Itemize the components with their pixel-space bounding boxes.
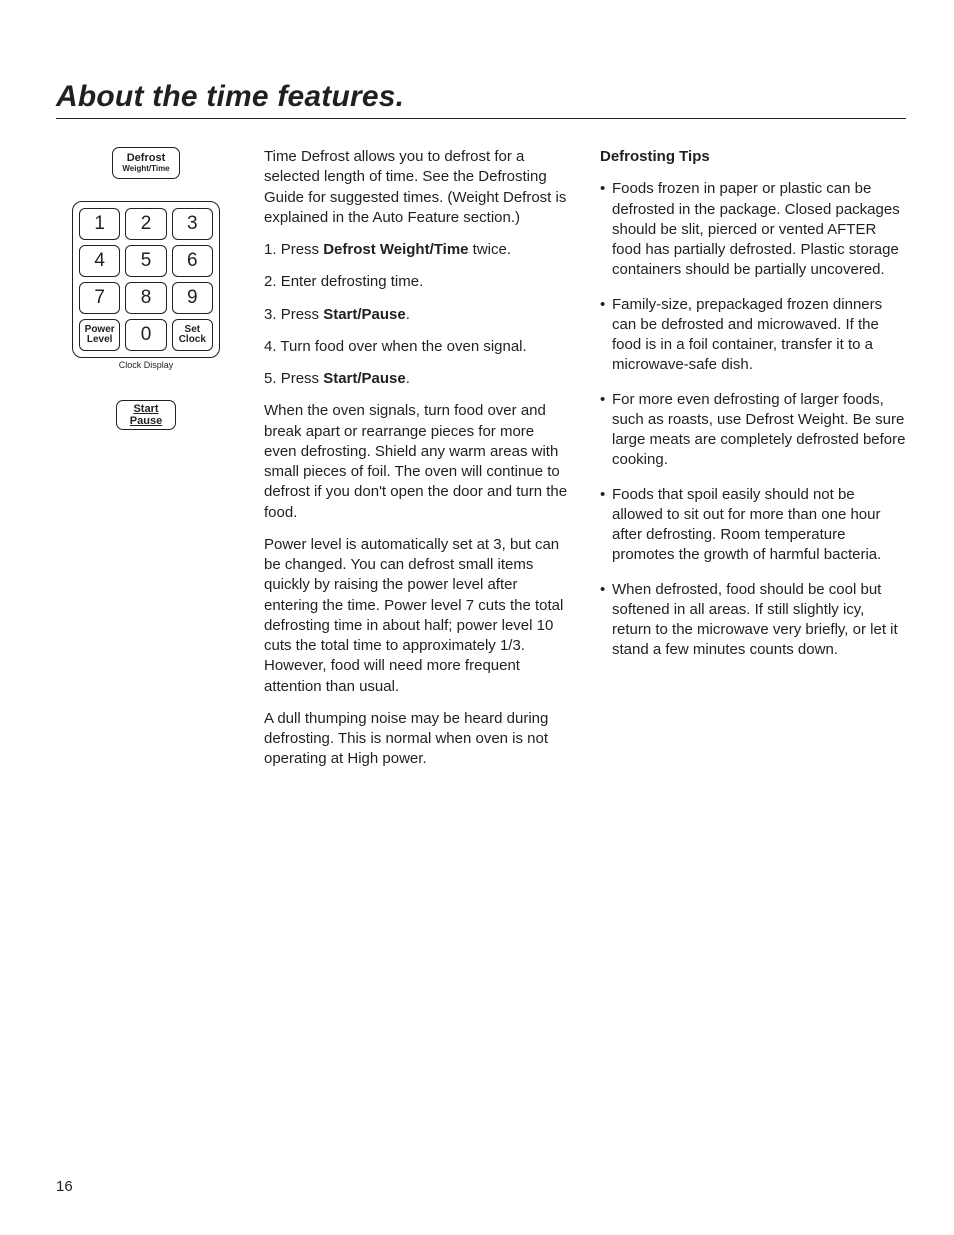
column-2: Defrosting Tips Foods frozen in paper or… [600, 147, 906, 782]
step-1-pre: Press [281, 241, 324, 258]
key-1: 1 [79, 208, 120, 240]
step-3-bold: Start/Pause [323, 306, 406, 323]
illustration-column: Defrost Weight/Time 1 2 3 4 5 6 7 8 9 Po… [56, 147, 236, 782]
start-pause-l1: Start [133, 403, 158, 415]
step-2-num: 2. [264, 273, 277, 290]
key-9: 9 [172, 282, 213, 314]
key-7: 7 [79, 282, 120, 314]
key-set-clock-l2: Clock [179, 335, 206, 346]
step-4-pre: Turn food over when the oven signal. [280, 338, 526, 355]
step-2: 2. Enter defrosting time. [264, 272, 570, 292]
step-1-num: 1. [264, 241, 277, 258]
tip-4: Foods that spoil easily should not be al… [600, 485, 906, 566]
start-pause-button: Start Pause [116, 400, 176, 430]
step-2-pre: Enter defrosting time. [281, 273, 424, 290]
defrost-button-line1: Defrost [127, 153, 166, 164]
page-number: 16 [56, 1178, 73, 1195]
step-3: 3. Press Start/Pause. [264, 305, 570, 325]
step-3-num: 3. [264, 306, 277, 323]
clock-display-caption: Clock Display [56, 360, 236, 370]
defrost-button-line2: Weight/Time [122, 165, 169, 173]
tip-3: For more even defrosting of larger foods… [600, 390, 906, 471]
key-5: 5 [125, 245, 166, 277]
step-5-num: 5. [264, 370, 277, 387]
key-power-level: Power Level [79, 319, 120, 351]
step-1-bold: Defrost Weight/Time [323, 241, 468, 258]
key-0: 0 [125, 319, 166, 351]
step-5-bold: Start/Pause [323, 370, 406, 387]
key-8: 8 [125, 282, 166, 314]
paragraph-power-level: Power level is automatically set at 3, b… [264, 535, 570, 697]
key-4: 4 [79, 245, 120, 277]
step-4-num: 4. [264, 338, 277, 355]
column-1: Time Defrost allows you to defrost for a… [264, 147, 570, 782]
step-5-pre: Press [281, 370, 324, 387]
key-2: 2 [125, 208, 166, 240]
paragraph-signals: When the oven signals, turn food over an… [264, 401, 570, 523]
key-power-level-l2: Level [87, 335, 113, 346]
tip-2: Family-size, prepackaged frozen dinners … [600, 295, 906, 376]
step-5: 5. Press Start/Pause. [264, 369, 570, 389]
page-title: About the time features. [56, 80, 906, 119]
step-5-post: . [406, 370, 410, 387]
intro-paragraph: Time Defrost allows you to defrost for a… [264, 147, 570, 228]
key-6: 6 [172, 245, 213, 277]
defrosting-tips-heading: Defrosting Tips [600, 147, 906, 167]
step-4: 4. Turn food over when the oven signal. [264, 337, 570, 357]
tip-5: When defrosted, food should be cool but … [600, 580, 906, 661]
defrost-button: Defrost Weight/Time [112, 147, 180, 179]
step-1: 1. Press Defrost Weight/Time twice. [264, 240, 570, 260]
step-3-pre: Press [281, 306, 324, 323]
keypad-wrap: 1 2 3 4 5 6 7 8 9 Power Level 0 Set Cloc… [74, 203, 218, 356]
content-row: Defrost Weight/Time 1 2 3 4 5 6 7 8 9 Po… [56, 147, 906, 782]
keypad: 1 2 3 4 5 6 7 8 9 Power Level 0 Set Cloc… [74, 203, 218, 356]
text-columns: Time Defrost allows you to defrost for a… [264, 147, 906, 782]
paragraph-thumping: A dull thumping noise may be heard durin… [264, 709, 570, 770]
step-1-post: twice. [469, 241, 512, 258]
key-3: 3 [172, 208, 213, 240]
step-3-post: . [406, 306, 410, 323]
start-pause-l2: Pause [130, 415, 162, 427]
tip-1: Foods frozen in paper or plastic can be … [600, 179, 906, 280]
tips-list: Foods frozen in paper or plastic can be … [600, 179, 906, 660]
key-set-clock: Set Clock [172, 319, 213, 351]
